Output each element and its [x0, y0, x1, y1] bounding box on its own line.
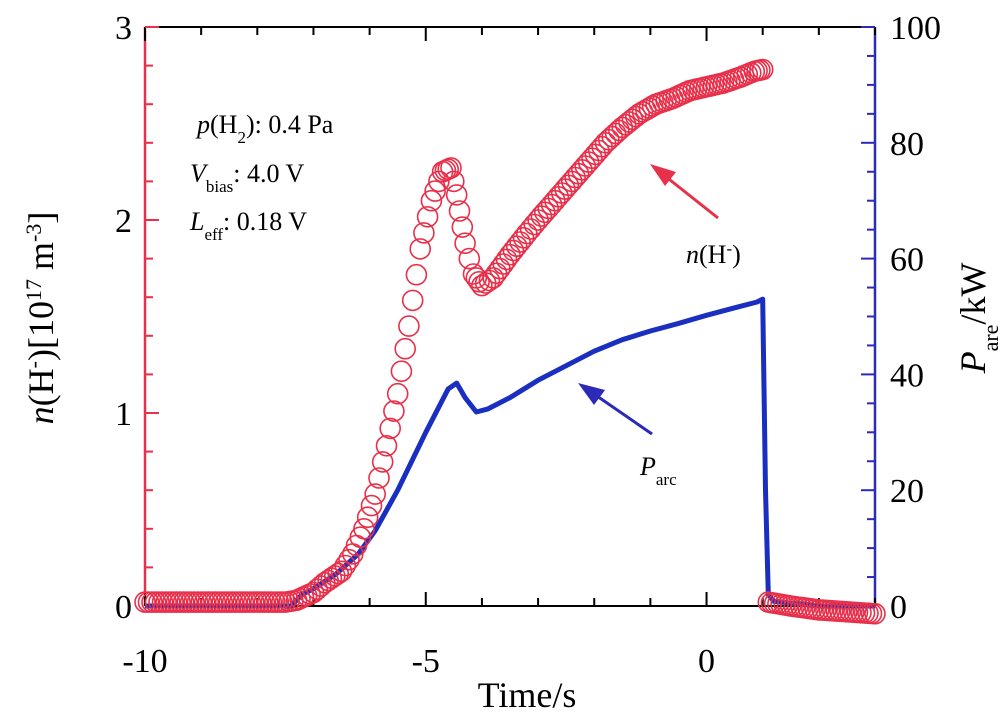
series-point-nh [401, 289, 424, 312]
x-tick-label: -10 [122, 643, 167, 680]
series-point-nh [416, 206, 439, 228]
series-point-nh [451, 216, 474, 238]
x-axis-title: Time/s [478, 675, 577, 715]
series-point-nh [356, 506, 379, 529]
series-point-nh [420, 189, 443, 212]
series-point-nh [327, 562, 350, 585]
series-point-nh [299, 583, 321, 605]
series-point-nh [751, 58, 774, 81]
series-point-nh [409, 238, 432, 260]
series-point-nh [515, 222, 538, 245]
series-point-nh [398, 315, 420, 337]
y-left-tick-label: 0 [115, 589, 132, 626]
series-point-nh [413, 222, 435, 244]
annotation-pressure: p(H2): 0.4 Pa [195, 110, 334, 147]
y-right-tick-label: 80 [890, 126, 924, 163]
series-point-nh [424, 180, 446, 202]
series-point-nh [440, 157, 462, 179]
series-point-nh [628, 103, 651, 125]
series-point-nh [330, 560, 353, 583]
y-axis-left-title: n(H-)[1017 m-3] [21, 212, 62, 425]
y-right-tick-label: 60 [890, 242, 924, 279]
series-point-nh [454, 232, 476, 254]
y-left-tick-label: 1 [115, 396, 132, 433]
annotation-leff: Leff: 0.18 V [189, 207, 307, 244]
series-point-nh [471, 274, 493, 297]
y-right-tick-label: 100 [890, 10, 941, 47]
axis-tick-labels: -10 -5 0 0 1 2 3 0 20 40 60 80 100 [115, 10, 941, 680]
y-right-tick-label: 20 [890, 473, 924, 510]
series-point-nh [360, 494, 383, 517]
series-point-nh [353, 517, 375, 540]
axis-ticks [144, 26, 876, 607]
arrow-parc [578, 383, 653, 436]
y-right-tick-label: 0 [890, 589, 907, 626]
series-point-nh [519, 218, 542, 240]
y-left-tick-label: 2 [115, 203, 132, 240]
series-label-nh: n(H-) [686, 239, 741, 270]
series-point-nh [375, 434, 398, 457]
x-tick-label: 0 [698, 643, 715, 680]
series-point-nh [368, 467, 390, 489]
series-label-parc: Parc [639, 452, 677, 489]
series-point-nh [371, 451, 394, 473]
series-point-nh [405, 263, 428, 286]
arrow-nh [650, 164, 719, 220]
x-tick-label: -5 [412, 643, 440, 680]
series-line-parc [145, 296, 875, 609]
series-point-nh [468, 270, 490, 293]
series-point-nh [442, 170, 465, 193]
series-point-nh [338, 548, 360, 571]
series-point-nh [458, 247, 481, 270]
series-point-nh [394, 337, 417, 360]
annotation-bias: Vbias: 4.0 V [190, 159, 305, 196]
series-point-nh [364, 483, 387, 505]
y-left-tick-label: 3 [115, 10, 132, 47]
y-right-tick-label: 40 [890, 357, 924, 394]
series-point-nh [523, 213, 546, 236]
series-point-nh [864, 602, 886, 625]
series-point-nh [448, 200, 471, 222]
series-point-nh [379, 417, 402, 440]
series-point-nh [437, 158, 460, 180]
series-point-nh [306, 578, 329, 601]
series-point-nh [445, 184, 468, 206]
series-point-nh [334, 554, 357, 577]
data-marks [134, 58, 886, 625]
series-point-nh [383, 400, 405, 422]
series-point-nh [390, 360, 413, 383]
series-point-nh [509, 231, 531, 253]
series-point-nh [386, 382, 409, 405]
y-axis-right-title: Pare/kW [953, 263, 1000, 375]
